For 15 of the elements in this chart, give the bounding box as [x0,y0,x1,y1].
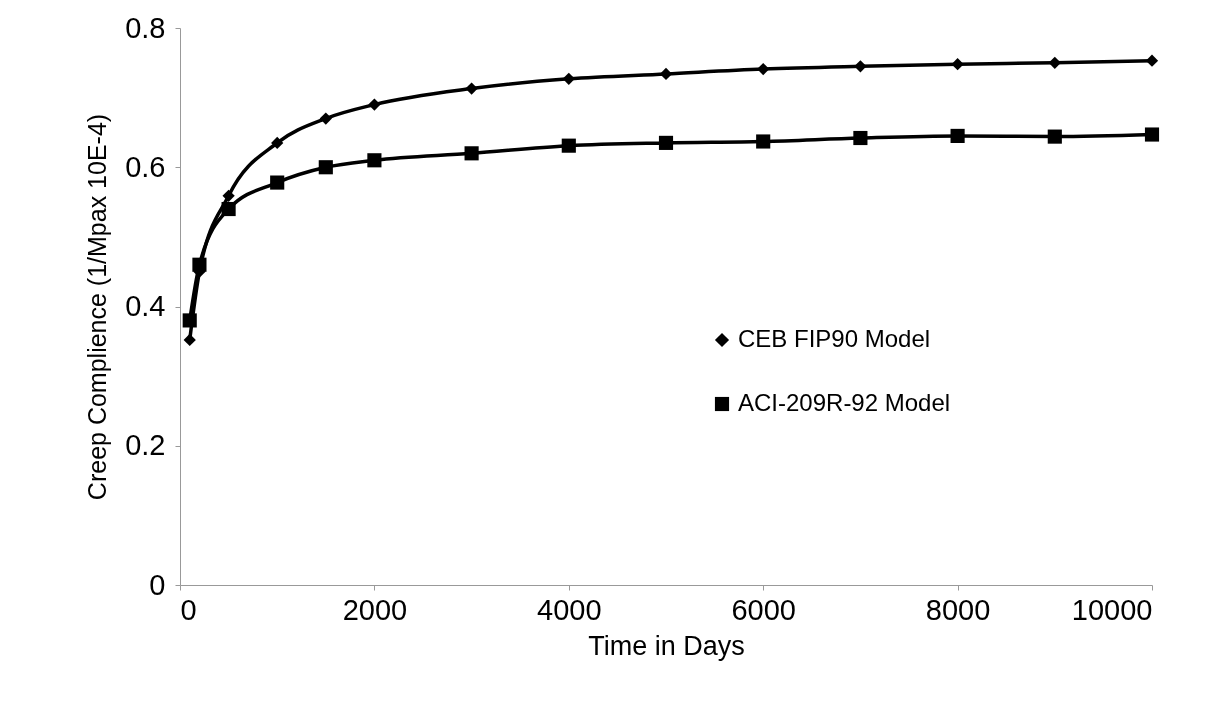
x-tick-label: 4000 [537,593,602,626]
x-tick-label: 10000 [1071,593,1153,626]
x-tick-label: 2000 [342,593,408,626]
y-tick-label: 0.8 [125,11,166,44]
x-axis-title: Time in Days [588,630,745,661]
x-tick-label: 0 [180,593,197,626]
y-tick-label: 0 [149,568,166,601]
x-tick-label: 6000 [731,593,796,626]
y-axis-title: Creep Complience (1/Mpax 10E-4) [83,113,112,501]
x-tick-label: 8000 [925,593,991,626]
y-tick-label: 0.2 [125,429,166,462]
legend-label: CEB FIP90 Model [738,325,931,352]
y-tick-label: 0.4 [125,290,166,322]
y-tick-label: 0.6 [125,150,166,183]
legend-label: ACI-209R-92 Model [738,389,951,416]
